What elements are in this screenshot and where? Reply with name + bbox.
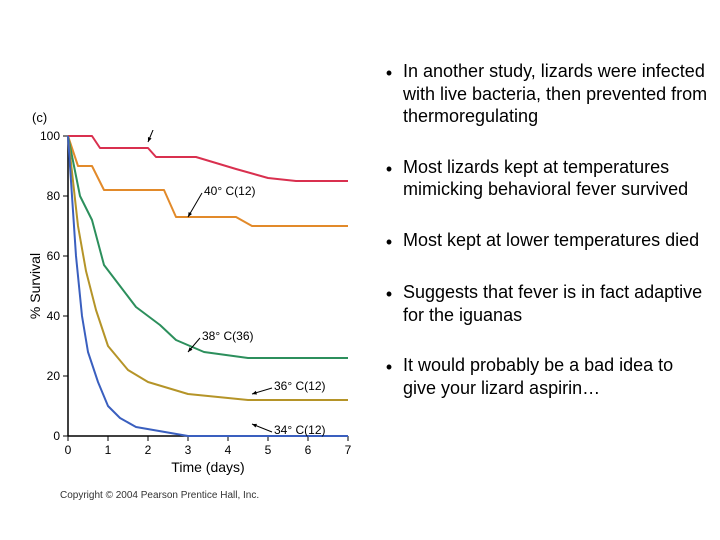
bullet-text: It would probably be a bad idea to give … [403,354,710,399]
svg-text:100: 100 [40,130,60,143]
svg-text:3: 3 [185,443,192,457]
bullet-list: • In another study, lizards were infecte… [375,60,710,399]
svg-text:% Survival: % Survival [30,253,43,319]
svg-text:40: 40 [47,309,61,323]
slide-root: (c) 0 20 40 60 80 100 0 1 2 3 4 5 6 7 Time (days) % Sur… [0,0,720,540]
svg-text:Time (days): Time (days) [171,459,244,475]
bullets-column: • In another study, lizards were infecte… [365,60,710,520]
chart-column: (c) 0 20 40 60 80 100 0 1 2 3 4 5 6 7 Time (days) % Sur… [10,60,365,520]
bullet-icon: • [375,354,403,379]
panel-label: (c) [32,110,47,125]
bullet-icon: • [375,229,403,254]
survival-chart: 0 20 40 60 80 100 0 1 2 3 4 5 6 7 Time (days) % Surviva… [30,130,365,490]
list-item: • It would probably be a bad idea to giv… [375,354,710,399]
svg-text:1: 1 [105,443,112,457]
bullet-text: Most lizards kept at temperatures mimick… [403,156,710,201]
bullet-icon: • [375,156,403,181]
list-item: • Most kept at lower temperatures died [375,229,710,254]
svg-text:5: 5 [265,443,272,457]
svg-text:34° C(12): 34° C(12) [274,423,326,437]
svg-text:38° C(36): 38° C(36) [202,329,254,343]
svg-text:4: 4 [225,443,232,457]
svg-text:0: 0 [65,443,72,457]
bullet-text: In another study, lizards were infected … [403,60,710,128]
bullet-text: Suggests that fever is in fact adaptive … [403,281,710,326]
svg-text:36° C(12): 36° C(12) [274,379,326,393]
list-item: • Suggests that fever is in fact adaptiv… [375,281,710,326]
svg-text:60: 60 [47,249,61,263]
svg-text:20: 20 [47,369,61,383]
svg-text:40° C(12): 40° C(12) [204,184,256,198]
bullet-text: Most kept at lower temperatures died [403,229,710,252]
svg-text:0: 0 [53,429,60,443]
svg-text:2: 2 [145,443,152,457]
list-item: • Most lizards kept at temperatures mimi… [375,156,710,201]
list-item: • In another study, lizards were infecte… [375,60,710,128]
copyright-text: Copyright © 2004 Pearson Prentice Hall, … [60,490,259,501]
svg-text:7: 7 [345,443,352,457]
bullet-icon: • [375,60,403,85]
svg-text:6: 6 [305,443,312,457]
bullet-icon: • [375,281,403,306]
svg-text:80: 80 [47,189,61,203]
